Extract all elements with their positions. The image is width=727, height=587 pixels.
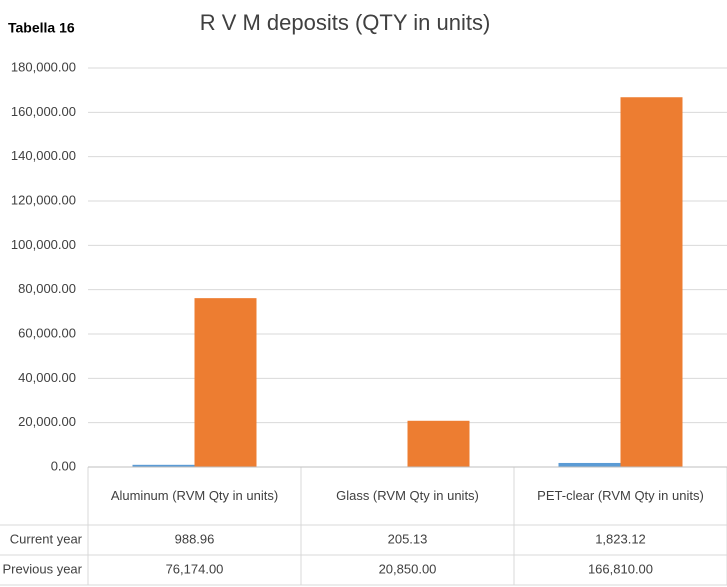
bar: [620, 97, 683, 468]
bar: [558, 462, 621, 467]
y-tick-label: 60,000.00: [18, 325, 76, 340]
x-tick-cell: PET-clear (RVM Qty in units): [537, 488, 704, 504]
bar: [194, 298, 257, 467]
legend-label: Current year: [10, 531, 83, 546]
bar: [132, 464, 195, 467]
y-tick-label: 40,000.00: [18, 370, 76, 385]
y-tick-label: 120,000.00: [11, 192, 76, 207]
table-value: 76,174.00: [166, 561, 224, 576]
x-tick-cell: Glass (RVM Qty in units): [336, 488, 479, 504]
y-tick-label: 0.00: [51, 458, 76, 473]
y-tick-label: 20,000.00: [18, 414, 76, 429]
table-value: 205.13: [388, 531, 428, 546]
y-tick-label: 180,000.00: [11, 59, 76, 74]
y-tick-label: 160,000.00: [11, 104, 76, 119]
chart-title: R V M deposits (QTY in units): [200, 10, 491, 35]
x-tick-cell: Aluminum (RVM Qty in units): [110, 488, 279, 504]
y-tick-label: 80,000.00: [18, 281, 76, 296]
table-value: 988.96: [175, 531, 215, 546]
table-value: 1,823.12: [595, 531, 646, 546]
bar: [407, 420, 470, 467]
x-tick-label: Aluminum (RVM Qty in units): [110, 488, 279, 504]
x-tick-label: Glass (RVM Qty in units): [336, 488, 479, 504]
table-label: Tabella 16: [8, 20, 75, 36]
y-tick-label: 140,000.00: [11, 148, 76, 163]
x-tick-label: PET-clear (RVM Qty in units): [537, 488, 704, 504]
y-tick-label: 100,000.00: [11, 237, 76, 252]
table-value: 166,810.00: [588, 561, 653, 576]
legend-label: Previous year: [3, 561, 83, 576]
table-value: 20,850.00: [379, 561, 437, 576]
